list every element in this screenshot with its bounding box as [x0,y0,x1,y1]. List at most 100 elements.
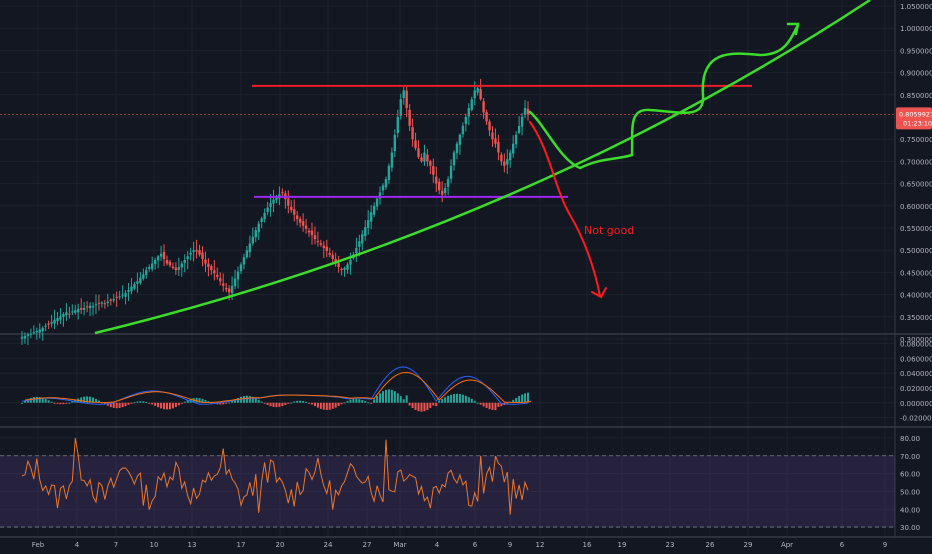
candle-body [186,256,189,260]
candle [245,245,249,259]
macd-bar [423,402,426,412]
macd-bar [35,396,38,403]
candle-body [109,299,112,301]
macd-bar [248,396,251,403]
macd-bar [26,399,29,403]
candle-body [94,304,98,306]
rsi-tick-label: 70.00 [900,453,920,461]
candles [20,78,530,346]
candle [443,183,447,198]
candle [79,298,83,314]
time-tick-label: Apr [781,541,793,549]
candle [263,208,266,223]
candle [59,308,62,325]
candle-body [88,305,92,309]
candle-body [290,206,293,211]
candle [331,250,334,263]
macd-bar [41,397,44,403]
candle-body [32,332,36,334]
candle-body [47,323,50,325]
candle [213,260,216,281]
candle [189,247,192,261]
candle-body [369,212,373,222]
candle [186,251,189,270]
macd-bar [136,401,139,403]
macd-bar [168,402,171,410]
candle [41,326,44,341]
candle-body [464,117,468,124]
candle-body [523,108,527,115]
candle [251,227,255,246]
macd-bar [337,402,340,406]
macd-bar [195,397,198,403]
candle [162,244,166,267]
candle-body [405,90,408,109]
macd-bar [373,399,376,403]
macd-tick-label: -0.02000000 [900,415,932,423]
macd-bar [204,399,207,403]
macd-bar [296,400,299,403]
candle [118,290,121,300]
candle [257,221,260,241]
macd-histogram [21,389,529,412]
candle-body [50,322,53,324]
candle [168,259,172,268]
macd-bar [186,400,189,403]
candle-body [254,230,257,238]
macd-bar [207,401,210,403]
candle-body [319,243,323,245]
macd-bar [59,402,62,405]
candle-body [438,181,441,191]
candle [142,268,145,281]
candle-body [106,301,110,304]
candle [328,247,331,258]
candle [390,147,394,172]
candle [32,325,36,335]
candle-body [440,190,444,195]
annotation-text: Not good [584,224,634,237]
macd-bar [239,396,242,403]
candle [207,258,210,277]
candle-body [224,287,228,290]
macd-bar [441,398,444,403]
macd-bar [219,402,222,405]
macd-bar [521,394,524,403]
candle [56,311,59,326]
macd-bar [165,402,168,410]
candle [343,266,346,277]
macd-tick-label: 0.08000000 [900,340,932,348]
candle [361,230,364,251]
candle [301,213,305,232]
candle-body [124,292,127,297]
candle-body [307,230,311,233]
candle [520,112,524,136]
candle-body [23,335,27,339]
candle [408,104,411,131]
candle-body [112,299,115,301]
candle [420,153,423,163]
candle-body [322,245,326,248]
candle-body [310,230,314,236]
candle [500,152,503,166]
candle-body [443,188,447,194]
candle-body [390,152,394,168]
candle-body [44,325,47,327]
candle [384,176,388,190]
macd-bar [512,399,515,403]
candle-body [408,109,411,126]
macd-bar [355,398,358,403]
price-tick-label: 0.70000000 [900,158,932,166]
price-tick-label: 0.35000000 [900,314,932,322]
time-tick-label: 26 [706,541,715,549]
candle [145,266,148,279]
candle-body [346,264,349,270]
macd-bar [473,400,476,403]
candle [417,140,420,159]
candle-body [236,271,240,280]
candle-body [168,261,172,266]
time-tick-label: 6 [473,541,478,549]
price-tick-label: 0.85000000 [900,92,932,100]
candle-body [127,290,130,292]
